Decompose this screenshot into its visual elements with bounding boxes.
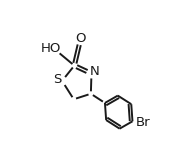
Text: S: S: [53, 73, 61, 86]
Text: N: N: [90, 65, 99, 78]
Text: O: O: [75, 31, 86, 45]
Text: Br: Br: [136, 116, 150, 129]
Text: HO: HO: [40, 42, 61, 55]
